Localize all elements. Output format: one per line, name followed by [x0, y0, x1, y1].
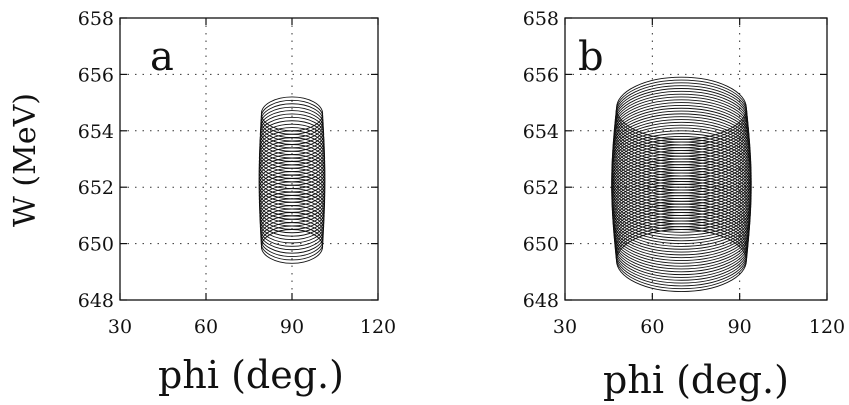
contours-a	[258, 96, 326, 264]
x-tick-label: 90	[280, 316, 304, 338]
panel-label-a: a	[150, 34, 174, 80]
y-tick-label: 650	[523, 234, 559, 256]
contour-line	[614, 96, 749, 160]
plot-area-b	[564, 17, 828, 301]
contour-line	[259, 120, 325, 156]
y-tick-label: 648	[523, 290, 559, 312]
plot-area-a	[119, 17, 379, 301]
contour-line	[612, 110, 751, 174]
x-tick-label: 120	[360, 316, 396, 338]
y-tick-label: 654	[523, 121, 559, 143]
contour-line	[260, 110, 324, 145]
contours-b	[611, 76, 752, 292]
y-tick-label: 658	[523, 8, 559, 30]
x-tick-label: 30	[108, 316, 132, 338]
contour-line	[259, 127, 325, 162]
y-tick-label: 656	[78, 64, 114, 86]
y-ticks-a: 648 650 652 654 656 658	[78, 8, 378, 312]
grid-b	[565, 18, 827, 300]
contour-line	[614, 90, 749, 154]
contour-line	[260, 103, 324, 139]
x-axis-label-b: phi (deg.)	[603, 358, 789, 402]
x-ticks-b: 30 60 90 120	[553, 18, 845, 338]
contour-line	[613, 102, 750, 166]
contour-line	[614, 93, 749, 157]
contour-line	[613, 107, 750, 171]
y-tick-label: 648	[78, 290, 114, 312]
contour-line	[259, 113, 325, 149]
y-ticks-b: 648 650 652 654 656 658	[523, 8, 827, 312]
panel-b: 648 650 652 654 656 658 30 60 90 120 b phi (deg.…	[523, 8, 845, 402]
contour-line	[615, 82, 748, 146]
contour-line	[612, 113, 751, 177]
panel-a: 648 650 652 654 656 658 30 60 90 120 a phi (deg.…	[78, 8, 396, 397]
contour-line	[613, 99, 750, 163]
y-tick-label: 658	[78, 8, 114, 30]
contour-line	[614, 88, 748, 151]
contour-line	[260, 99, 324, 135]
x-ticks-a: 30 60 90 120	[108, 18, 396, 338]
y-tick-label: 650	[78, 234, 114, 256]
contour-line	[613, 104, 750, 168]
x-tick-label: 30	[553, 316, 577, 338]
panel-label-b: b	[578, 34, 604, 80]
x-axis-label-a: phi (deg.)	[158, 353, 344, 397]
contour-line	[260, 96, 324, 132]
x-tick-label: 60	[194, 316, 218, 338]
grid-a	[120, 18, 378, 300]
x-tick-label: 120	[809, 316, 845, 338]
contour-line	[615, 85, 748, 149]
contour-line	[616, 76, 747, 140]
y-tick-label: 654	[78, 121, 114, 143]
x-tick-label: 90	[728, 316, 752, 338]
contour-line	[260, 106, 324, 142]
y-tick-label: 652	[523, 177, 559, 199]
contour-line	[259, 116, 325, 152]
y-axis-label: W (MeV)	[8, 93, 43, 227]
x-tick-label: 60	[640, 316, 664, 338]
y-tick-label: 656	[523, 64, 559, 86]
contour-line	[259, 123, 325, 159]
contour-line	[615, 79, 748, 143]
y-tick-label: 652	[78, 177, 114, 199]
